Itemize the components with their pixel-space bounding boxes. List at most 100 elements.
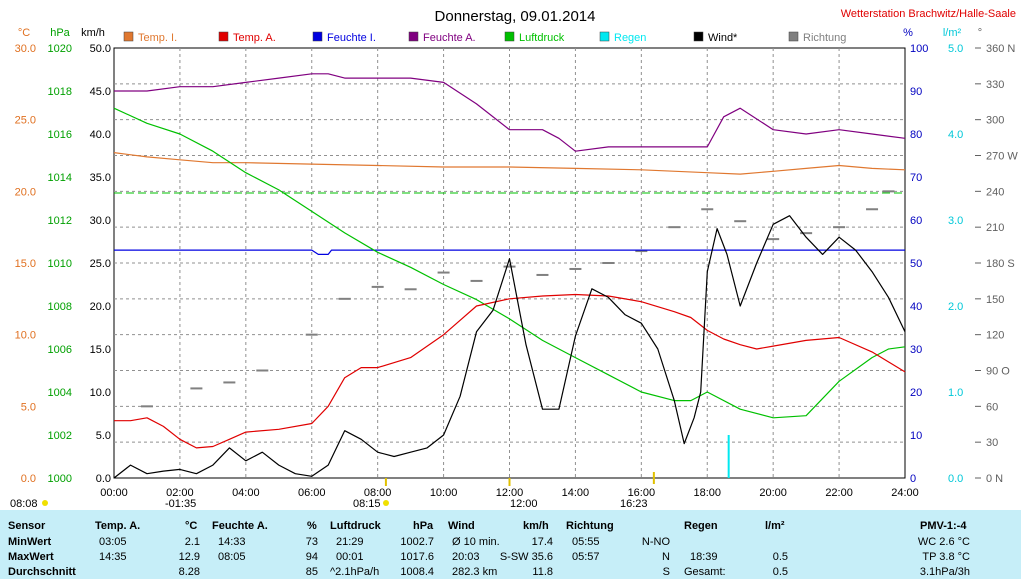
rain-tick-label: 5.0 [948,43,963,55]
rain-time: Gesamt: [684,566,726,578]
x-tick-label: 12:00 [496,487,524,499]
x-tick-label: 24:00 [891,487,919,499]
direction-point [767,238,780,241]
direction-point [190,387,203,390]
humidity-tick-label: 50 [910,258,922,270]
temp-value: 12.9 [178,551,200,563]
wind-tick-label: 45.0 [90,86,111,98]
x-tick-label: 06:00 [298,487,326,499]
press-value: 1017.6 [400,551,434,563]
wind-value: S-SW 35.6 [499,551,553,563]
direction-point [882,190,895,193]
hdr-temp: Temp. A. [95,520,141,532]
wind-tick-label: 30.0 [90,215,111,227]
temp-tick-label: 15.0 [15,258,36,270]
wind-time: 20:03 [452,551,480,563]
x-tick-label: 18:00 [693,487,721,499]
axis-unit-temp: °C [18,27,30,39]
pressure-tick-label: 1004 [48,387,72,399]
press-value: 1008.4 [400,566,434,578]
wind-tick-label: 10.0 [90,387,111,399]
axis-unit-humidity: % [903,27,913,39]
x-tick-label: 22:00 [825,487,853,499]
wind-tick-label: 20.0 [90,301,111,313]
direction-point [800,232,813,235]
press-value: 1002.7 [400,536,434,548]
hdr-press-unit: hPa [413,520,434,532]
direction-tick-label: 360 N [986,43,1015,55]
direction-point [470,279,483,282]
temp-tick-label: 10.0 [15,330,36,342]
hum-value: 85 [305,566,318,578]
rain-tick-label: 4.0 [948,129,963,141]
direction-tick-label: 0 N [986,473,1003,485]
noon-label: 12:00 [510,498,538,510]
pressure-tick-label: 1010 [48,258,72,270]
series-humidity-inside [114,249,905,255]
wind-tick-label: 5.0 [96,430,111,442]
x-tick-label: 04:00 [232,487,260,499]
pressure-tick-label: 1014 [48,172,72,184]
dir-time: 05:57 [572,551,600,563]
humidity-tick-label: 90 [910,86,922,98]
humidity-tick-label: 10 [910,430,922,442]
series-pressure [113,107,906,419]
chart-series [113,73,906,479]
direction-point [668,226,681,229]
temp-time: 03:05 [99,536,127,548]
legend-swatch [408,31,419,42]
direction-point [305,333,318,336]
pressure-tick-label: 1008 [48,301,72,313]
temp-value: 2.1 [184,536,200,548]
pressure-tick-label: 1000 [48,473,72,485]
hdr-pmv: PMV-1:-4 [920,520,967,532]
pressure-tick-label: 1016 [48,129,72,141]
direction-tick-label: 270 W [986,151,1018,163]
sunset-label: 16:23 [620,498,648,510]
x-tick-label: 02:00 [166,487,194,499]
dir-value: S [662,566,670,578]
direction-point [140,405,153,408]
hdr-dir: Richtung [566,520,614,532]
series-temp-outside [114,293,906,449]
legend-label: Regen [614,32,646,44]
wind-time: Ø 10 min. [452,536,500,548]
sun-marker [42,500,48,506]
direction-point [701,208,714,211]
x-tick-label: 16:00 [628,487,656,499]
legend-label: Richtung [803,32,846,44]
legend-label: Wind* [708,32,738,44]
legend-swatch [218,31,229,42]
wind-tick-label: 50.0 [90,43,111,55]
hdr-rain: Regen [684,520,718,532]
weather-chart: Donnerstag, 09.01.2014 Wetterstation Bra… [10,8,1018,510]
humidity-tick-label: 100 [910,43,928,55]
wind-tick-label: 0.0 [96,473,111,485]
x-tick-label: 14:00 [562,487,590,499]
temp-time: 14:35 [99,551,127,563]
legend-swatch [788,31,799,42]
direction-tick-label: 150 [986,294,1004,306]
pressure-tick-label: 1006 [48,344,72,356]
temp-tick-label: 0.0 [21,473,36,485]
temp-value: 8.28 [178,566,200,578]
dir-value: N-NO [641,536,670,548]
station-name: Wetterstation Brachwitz/Halle-Saale [841,8,1016,20]
rain-value: 0.5 [772,566,788,578]
chart-legend: Temp. I. Temp. A. Feuchte I. Feuchte A. Luft… [123,31,846,44]
wind-tick-label: 15.0 [90,344,111,356]
wind-tick-label: 40.0 [90,129,111,141]
direction-tick-label: 30 [986,437,998,449]
axis-unit-wind: km/h [81,27,105,39]
direction-point [437,271,450,274]
row-label: MinWert [8,536,52,548]
rain-time: 18:39 [690,551,718,563]
pmv-value: WC 2.6 °C [917,536,970,548]
axis-unit-direction: ° [978,27,982,39]
rain-tick-label: 2.0 [948,301,963,313]
direction-point [338,297,351,300]
direction-tick-label: 300 [986,115,1004,127]
temp-tick-label: 25.0 [15,115,36,127]
direction-tick-label: 180 S [986,258,1015,270]
series-wind [113,215,906,479]
